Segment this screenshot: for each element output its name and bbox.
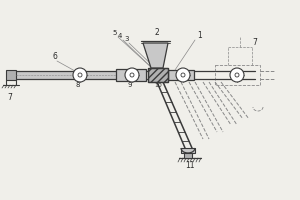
- Bar: [148, 68, 168, 82]
- Bar: [181, 148, 195, 153]
- Circle shape: [181, 73, 185, 77]
- Circle shape: [78, 73, 82, 77]
- Text: 10: 10: [154, 83, 162, 88]
- Bar: [16, 71, 116, 79]
- Bar: [6, 70, 16, 80]
- Text: 4: 4: [118, 33, 122, 39]
- Circle shape: [230, 68, 244, 82]
- Text: 2: 2: [154, 28, 159, 37]
- Circle shape: [73, 68, 87, 82]
- Bar: [215, 65, 260, 85]
- Circle shape: [176, 68, 190, 82]
- Circle shape: [125, 68, 139, 82]
- Text: 7: 7: [252, 38, 257, 47]
- Bar: [116, 69, 146, 81]
- Circle shape: [130, 73, 134, 77]
- Text: 8: 8: [76, 82, 80, 88]
- Text: 9: 9: [128, 82, 132, 88]
- Polygon shape: [143, 43, 168, 68]
- Text: 5: 5: [113, 30, 117, 36]
- Bar: [184, 153, 192, 158]
- Bar: [168, 70, 194, 80]
- Circle shape: [235, 73, 239, 77]
- Bar: [148, 68, 168, 82]
- Text: 11: 11: [185, 161, 195, 170]
- Text: 3: 3: [125, 36, 129, 42]
- Text: 1: 1: [197, 31, 202, 40]
- Text: 6: 6: [52, 52, 57, 61]
- Text: 7: 7: [8, 93, 12, 102]
